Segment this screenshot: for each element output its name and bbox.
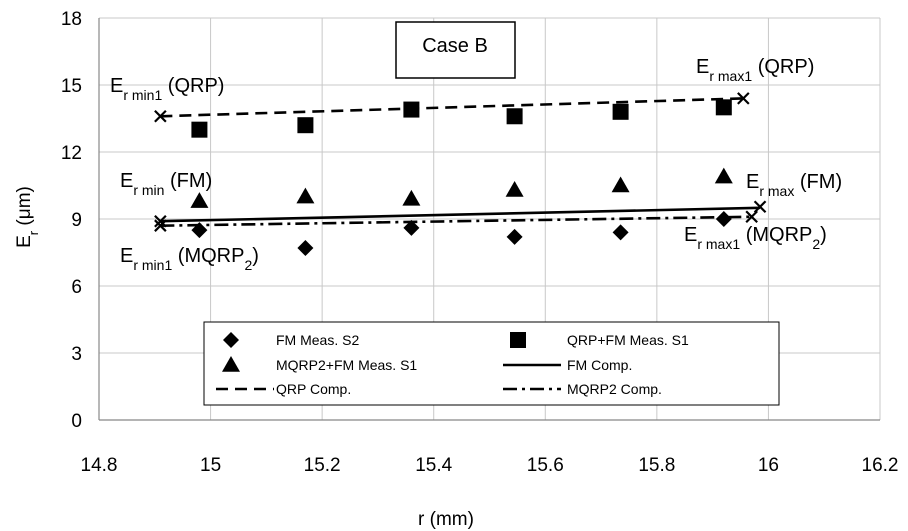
square-marker: [612, 103, 629, 120]
legend-item: FM Meas. S2: [223, 332, 359, 348]
x-tick-label: 14.8: [81, 455, 118, 476]
cross-stroke: [737, 92, 750, 105]
annotation-label: Er min (FM): [120, 170, 212, 198]
cross-stroke: [154, 219, 167, 232]
annotation-label: Er max1 (MQRP2): [684, 224, 827, 252]
square-marker: [715, 99, 732, 116]
measured-points: [190, 99, 733, 257]
diamond-marker: [403, 219, 420, 236]
diamond-marker: [506, 228, 523, 245]
triangle-marker: [714, 167, 733, 184]
square-marker: [403, 101, 420, 118]
y-tick-label: 3: [71, 344, 82, 365]
case-label-box: Case B: [395, 21, 516, 79]
triangle-marker: [190, 192, 209, 208]
y-tick-label: 12: [61, 143, 82, 164]
square-marker: [191, 121, 208, 138]
y-axis-title: Er (μm): [14, 186, 41, 248]
legend-label: QRP Comp.: [276, 381, 351, 397]
diamond-marker: [612, 224, 629, 241]
series-line: [160, 97, 744, 118]
legend-label: FM Meas. S2: [276, 332, 359, 348]
annotation-label: Er max1 (QRP): [696, 56, 814, 84]
axes: [98, 18, 880, 421]
legend-item: QRP Comp.: [216, 381, 351, 397]
legend-box: [203, 321, 780, 406]
triangle-marker: [611, 176, 630, 193]
legend-item: MQRP2 Comp.: [503, 381, 662, 397]
series-line: [160, 206, 761, 223]
cross-stroke: [753, 200, 767, 213]
legend-label: FM Comp.: [567, 357, 632, 373]
legend-label: MQRP2+FM Meas. S1: [276, 357, 417, 373]
y-tick-label: 0: [71, 411, 82, 432]
x-tick-label: 15.8: [638, 455, 675, 476]
diamond-marker: [191, 222, 208, 239]
x-tick-label: 15: [200, 455, 221, 476]
diamond-marker: [297, 240, 314, 257]
case-label: Case B: [422, 35, 488, 57]
y-tick-labels: 0 3 6 9 12 15 18: [61, 9, 82, 432]
square-marker: [506, 108, 523, 125]
diamond-marker: [223, 332, 239, 348]
x-tick-label: 16.2: [862, 455, 899, 476]
endpoint-cross: [154, 219, 167, 232]
endpoint-markers: [154, 92, 767, 232]
computed-lines: [160, 97, 761, 227]
endpoint-cross: [154, 214, 167, 228]
legend-item: QRP+FM Meas. S1: [510, 332, 689, 348]
x-tick-label: 15.6: [527, 455, 564, 476]
cross-stroke: [745, 210, 758, 224]
x-tick-label: 15.4: [415, 455, 452, 476]
diamond-marker: [715, 211, 732, 227]
triangle-marker: [222, 356, 240, 372]
endpoint-cross: [753, 200, 767, 213]
legend-label: QRP+FM Meas. S1: [567, 332, 689, 348]
series-line: [160, 215, 752, 227]
annotations: Er min1 (QRP) Er max1 (QRP) Er min (FM) Er …: [110, 56, 842, 273]
endpoint-cross: [745, 210, 758, 224]
square-marker: [510, 332, 526, 348]
y-tick-label: 9: [71, 210, 82, 231]
legend-item: FM Comp.: [503, 357, 632, 373]
x-tick-label: 15.2: [304, 455, 341, 476]
triangle-marker: [402, 189, 421, 206]
square-marker: [297, 117, 314, 134]
annotation-label: Er min1 (MQRP2): [120, 245, 259, 273]
triangle-marker: [296, 187, 315, 204]
annotation-label: Er min1 (QRP): [110, 75, 224, 103]
endpoint-cross: [154, 109, 167, 123]
legend-label: MQRP2 Comp.: [567, 381, 662, 397]
x-tick-labels: 14.8 15 15.2 15.4 15.6 15.8 16 16.2: [81, 455, 899, 476]
endpoint-cross: [737, 92, 750, 105]
cross-stroke: [154, 109, 167, 123]
annotation-label: Er max (FM): [746, 171, 842, 199]
legend: FM Meas. S2 QRP+FM Meas. S1 MQRP2+FM Meas.…: [203, 321, 780, 406]
x-tick-label: 16: [758, 455, 779, 476]
y-tick-label: 18: [61, 9, 82, 30]
legend-item: MQRP2+FM Meas. S1: [222, 356, 417, 373]
y-tick-label: 15: [61, 76, 82, 97]
x-axis-title: r (mm): [418, 509, 474, 530]
y-tick-label: 6: [71, 277, 82, 298]
cross-stroke: [154, 214, 167, 228]
triangle-marker: [505, 180, 524, 197]
